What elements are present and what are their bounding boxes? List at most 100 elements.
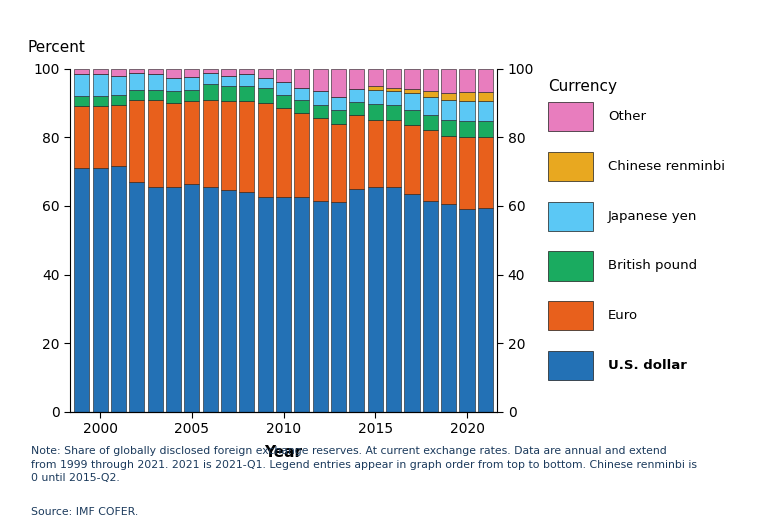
Bar [423, 201, 438, 412]
Bar [184, 184, 200, 412]
Bar [258, 103, 273, 197]
Bar [478, 208, 493, 412]
Bar [386, 88, 401, 91]
Bar [184, 69, 200, 77]
Bar [203, 84, 218, 99]
Bar [111, 105, 126, 166]
Bar [548, 152, 594, 181]
Bar [294, 69, 309, 88]
Bar [313, 91, 328, 105]
Bar [368, 86, 383, 90]
Bar [478, 121, 493, 137]
Text: Source: IMF COFER.: Source: IMF COFER. [31, 507, 138, 517]
Text: Note: Share of globally disclosed foreign exchange reserves. At current exchange: Note: Share of globally disclosed foreig… [31, 446, 697, 483]
Bar [386, 106, 401, 120]
Bar [166, 103, 181, 187]
Bar [92, 107, 108, 168]
Bar [111, 69, 126, 76]
Bar [92, 69, 108, 74]
Bar [548, 251, 594, 280]
Bar [258, 69, 273, 78]
Bar [148, 90, 162, 99]
Bar [548, 301, 594, 331]
Bar [166, 78, 181, 91]
Bar [331, 110, 346, 124]
Bar [75, 168, 89, 412]
Bar [294, 197, 309, 412]
Bar [203, 73, 218, 84]
Bar [258, 197, 273, 412]
Bar [294, 113, 309, 197]
Text: Percent: Percent [27, 40, 85, 55]
Bar [423, 130, 438, 201]
Text: Currency: Currency [548, 79, 617, 94]
Bar [75, 69, 89, 74]
Bar [350, 102, 364, 115]
Bar [221, 69, 236, 76]
Bar [203, 187, 218, 412]
Bar [478, 92, 493, 101]
Bar [276, 108, 291, 197]
Bar [441, 136, 456, 204]
Bar [405, 110, 420, 125]
Bar [405, 93, 420, 110]
Bar [221, 191, 236, 412]
Bar [548, 351, 594, 380]
Bar [166, 69, 181, 78]
Bar [294, 100, 309, 113]
Bar [92, 97, 108, 106]
Bar [221, 86, 236, 101]
Bar [276, 197, 291, 412]
Bar [386, 120, 401, 187]
Bar [548, 202, 594, 231]
Bar [258, 78, 273, 88]
Bar [368, 187, 383, 412]
Bar [111, 95, 126, 105]
Bar [423, 91, 438, 98]
Bar [548, 102, 594, 131]
Bar [239, 74, 254, 86]
Bar [148, 187, 162, 412]
Bar [203, 99, 218, 187]
Bar [276, 69, 291, 82]
Bar [459, 121, 475, 137]
Bar [239, 69, 254, 74]
Bar [129, 99, 145, 182]
Bar [386, 69, 401, 88]
Bar [184, 90, 200, 101]
Bar [331, 202, 346, 412]
Bar [148, 74, 162, 90]
Bar [166, 187, 181, 412]
Bar [129, 90, 145, 99]
Bar [75, 97, 89, 106]
Bar [148, 99, 162, 187]
Bar [441, 93, 456, 99]
Bar [350, 89, 364, 102]
Bar [313, 118, 328, 201]
Bar [423, 115, 438, 130]
Bar [294, 88, 309, 100]
Bar [386, 187, 401, 412]
Bar [221, 76, 236, 86]
Bar [350, 69, 364, 89]
Bar [441, 120, 456, 136]
Bar [331, 69, 346, 97]
Bar [423, 69, 438, 91]
Bar [441, 99, 456, 120]
Bar [75, 107, 89, 168]
Bar [313, 69, 328, 91]
Text: Other: Other [608, 110, 646, 123]
Bar [276, 95, 291, 108]
Bar [239, 86, 254, 101]
Text: Euro: Euro [608, 309, 638, 322]
Bar [129, 69, 145, 73]
Bar [405, 194, 420, 412]
Bar [459, 137, 475, 209]
Bar [75, 74, 89, 97]
Bar [350, 188, 364, 412]
Bar [221, 101, 236, 191]
Bar [368, 120, 383, 187]
Bar [92, 168, 108, 412]
Bar [405, 69, 420, 89]
Bar [478, 69, 493, 92]
